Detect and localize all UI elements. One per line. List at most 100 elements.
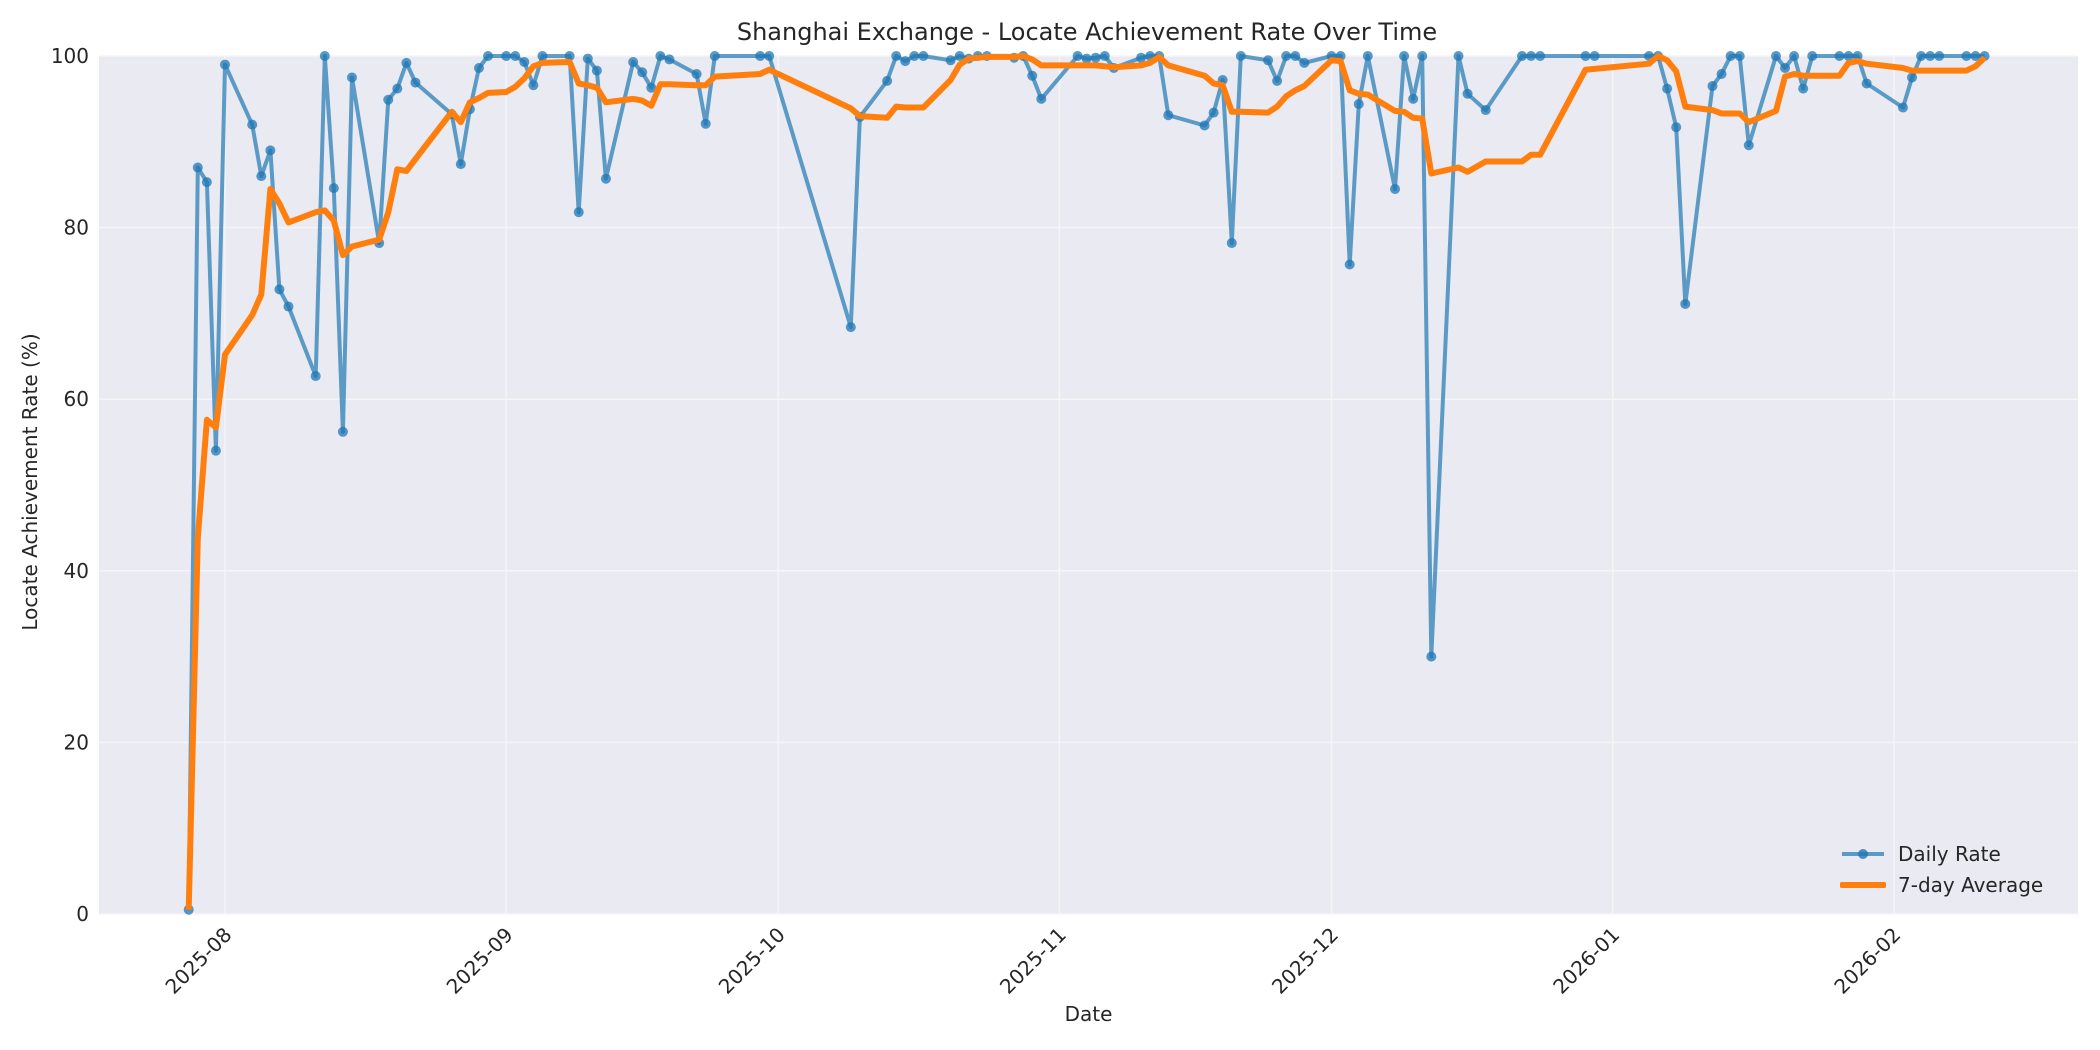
data-point (247, 119, 258, 130)
data-point (664, 54, 675, 65)
data-point (1344, 259, 1355, 270)
data-point (265, 145, 276, 156)
data-point (1662, 83, 1673, 94)
data-point (573, 207, 584, 218)
legend-label: 7-day Average (1898, 872, 2044, 897)
data-point (483, 51, 494, 61)
data-point (582, 53, 593, 64)
data-point (210, 445, 221, 456)
data-point (1526, 51, 1537, 61)
data-point (1290, 51, 1301, 61)
data-point (1916, 51, 1927, 61)
data-point (1580, 51, 1591, 61)
legend-item-daily-rate: Daily Rate (1840, 838, 2043, 869)
y-tick-label: 20 (64, 730, 89, 754)
data-point (1671, 122, 1682, 133)
data-point (1934, 51, 1945, 61)
data-point (455, 159, 466, 170)
data-point (473, 63, 484, 74)
data-point (1036, 93, 1047, 104)
x-tick-label: 2026-01 (1548, 923, 1624, 999)
data-point (319, 51, 330, 61)
data-point (1716, 69, 1727, 80)
data-point (845, 322, 856, 333)
data-point (637, 67, 648, 78)
data-point (1163, 110, 1174, 121)
x-tick-label: 2026-02 (1829, 923, 1905, 999)
data-point (1517, 51, 1528, 61)
y-tick-label: 40 (64, 559, 89, 583)
data-point (501, 51, 512, 61)
data-point (1027, 70, 1038, 81)
data-point (918, 51, 929, 61)
x-tick-label: 2025-10 (714, 923, 790, 999)
data-point (328, 183, 339, 194)
data-point (1263, 55, 1274, 66)
data-point (1743, 140, 1754, 151)
data-point (537, 51, 548, 61)
data-point (709, 51, 720, 61)
data-point (392, 83, 403, 94)
data-point (1081, 53, 1092, 64)
data-point (1235, 51, 1246, 61)
data-point (1136, 52, 1147, 63)
data-point (954, 51, 965, 61)
data-point (201, 177, 212, 188)
data-point (383, 94, 394, 105)
data-point (1390, 183, 1401, 194)
data-point (945, 55, 956, 66)
legend-item-7day-average: 7-day Average (1840, 869, 2043, 900)
data-point (346, 72, 357, 83)
data-point (655, 51, 666, 61)
data-point (1861, 78, 1872, 89)
data-point (1707, 81, 1718, 92)
data-point (1453, 51, 1464, 61)
data-point (1589, 51, 1600, 61)
data-point (909, 51, 920, 61)
y-tick-label: 80 (64, 216, 89, 240)
data-point (882, 75, 893, 86)
data-point (1099, 51, 1110, 61)
x-axis-label: Date (1064, 1002, 1113, 1026)
x-tick-label: 2025-12 (1267, 923, 1343, 999)
data-point (591, 65, 602, 76)
x-tick-label: 2025-09 (442, 923, 518, 999)
data-point (337, 426, 348, 437)
chart-title: Shanghai Exchange - Locate Achievement R… (736, 18, 1438, 46)
legend-label: Daily Rate (1898, 841, 2001, 866)
data-point (1734, 51, 1745, 61)
data-point (1480, 105, 1491, 116)
data-point (1362, 51, 1373, 61)
data-point (600, 173, 611, 184)
data-point (755, 51, 766, 61)
data-point (1852, 51, 1863, 61)
data-point (192, 162, 203, 173)
data-point (1426, 651, 1437, 662)
seven-day-average-line (185, 53, 1987, 910)
line-icon (1840, 881, 1886, 888)
data-point (1798, 83, 1809, 94)
data-point (1843, 51, 1854, 61)
data-point (900, 56, 911, 67)
line-marker-icon (1842, 848, 1884, 859)
data-point (1353, 99, 1364, 110)
data-point (283, 301, 294, 312)
data-point (519, 57, 530, 68)
y-tick-label: 0 (76, 902, 89, 926)
data-point (646, 82, 657, 93)
data-point (1897, 102, 1908, 113)
y-tick-label: 60 (64, 387, 89, 411)
data-point (1299, 57, 1310, 68)
data-point (1807, 51, 1818, 61)
data-point (1925, 51, 1936, 61)
data-point (1072, 51, 1083, 61)
y-axis-label: Locate Achievement Rate (%) (18, 333, 42, 631)
data-point (1680, 298, 1691, 309)
data-point (1961, 51, 1972, 61)
data-point (1208, 107, 1219, 118)
data-point (1970, 51, 1981, 61)
data-point (410, 77, 421, 88)
data-point (1462, 88, 1473, 99)
y-tick-label: 100 (51, 44, 89, 68)
